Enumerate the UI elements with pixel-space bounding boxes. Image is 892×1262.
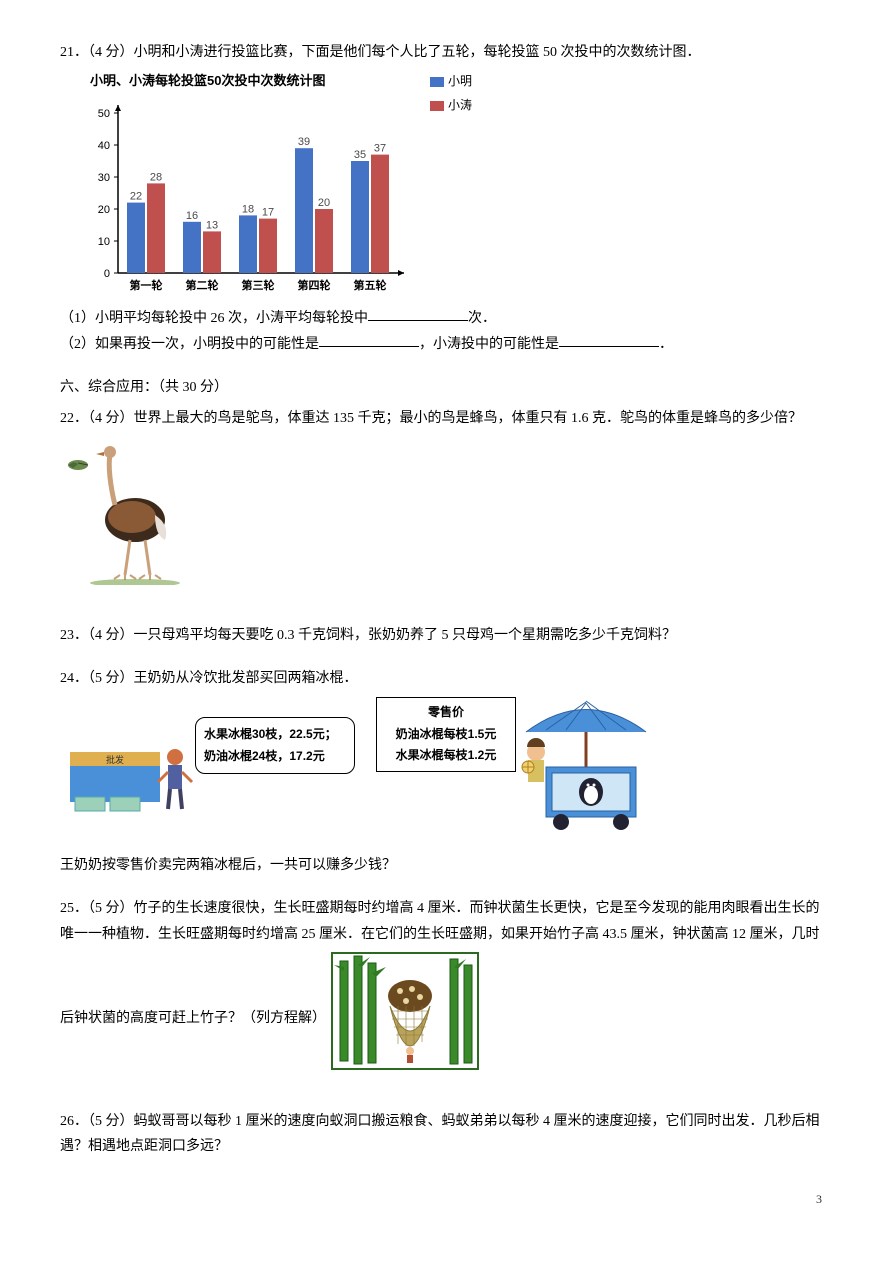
svg-text:17: 17 <box>262 206 274 218</box>
svg-text:37: 37 <box>374 142 386 154</box>
speech-line-1: 奶油冰棍24枝，17.2元 <box>204 746 346 768</box>
question-23: 23．（4 分）一只母鸡平均每天要吃 0.3 千克饲料，张奶奶养了 5 只母鸡一… <box>60 623 832 648</box>
svg-text:18: 18 <box>242 203 254 215</box>
q21-sub1-a: （1）小明平均每轮投中 26 次，小涛平均每轮投中 <box>60 310 368 325</box>
svg-text:第二轮: 第二轮 <box>186 278 219 292</box>
svg-text:13: 13 <box>206 219 218 231</box>
q26-stem: 蚂蚁哥哥以每秒 1 厘米的速度向蚁洞口搬运粮食、蚂蚁弟弟以每秒 4 厘米的速度迎… <box>60 1114 820 1154</box>
svg-text:批发: 批发 <box>106 754 124 765</box>
wholesale-price-bubble: 水果冰棍30枝，22.5元； 奶油冰棍24枝，17.2元 <box>195 717 355 774</box>
q21-sub2-c: ． <box>659 336 673 351</box>
price-line-0: 奶油冰棍每枝1.5元 <box>383 724 509 746</box>
q24-stem: 王奶奶从冷饮批发部买回两箱冰棍． <box>134 671 358 686</box>
wholesale-stall-illustration: 批发 水果冰棍30枝，22.5元； 奶油冰棍24枝，17.2元 <box>60 697 350 817</box>
q25-prefix: 25．（5 分） <box>60 901 134 916</box>
svg-text:10: 10 <box>98 236 110 248</box>
q21-sub2-b: ，小涛投中的可能性是 <box>419 336 559 351</box>
q22-stem: 世界上最大的鸟是鸵鸟，体重达 135 千克；最小的鸟是蜂鸟，体重只有 1.6 克… <box>134 411 803 426</box>
legend-label-0: 小明 <box>448 74 472 88</box>
svg-text:0: 0 <box>104 268 110 280</box>
q26-prefix: 26．（5 分） <box>60 1114 134 1129</box>
svg-text:30: 30 <box>98 172 110 184</box>
ostrich-illustration <box>60 435 190 585</box>
svg-text:20: 20 <box>318 197 330 209</box>
q21-stem: 小明和小涛进行投篮比赛，下面是他们每个人比了五轮，每轮投篮 50 次投中的次数统… <box>134 45 701 60</box>
blank[interactable] <box>319 331 419 348</box>
q21-chart: 小明、小涛每轮投篮50次投中次数统计图 0 10 20 30 40 50 22 28 第一轮 16… <box>80 69 832 296</box>
legend-label-1: 小涛 <box>448 98 472 112</box>
q24-tail: 王奶奶按零售价卖完两箱冰棍后，一共可以赚多少钱？ <box>60 853 832 878</box>
q21-sub2-a: （2）如果再投一次，小明投中的可能性是 <box>60 336 319 351</box>
q24-prefix: 24．（5 分） <box>60 671 134 686</box>
svg-text:39: 39 <box>298 136 310 148</box>
retail-price-card: 零售价 奶油冰棍每枝1.5元 水果冰棍每枝1.2元 <box>376 697 516 772</box>
q21-sub2: （2）如果再投一次，小明投中的可能性是 ，小涛投中的可能性是 ． <box>60 331 832 357</box>
blank[interactable] <box>559 331 659 348</box>
svg-text:50: 50 <box>98 108 110 120</box>
question-21: 21．（4 分）小明和小涛进行投篮比赛，下面是他们每个人比了五轮，每轮投篮 50… <box>60 40 832 357</box>
svg-text:第五轮: 第五轮 <box>354 278 387 292</box>
svg-text:22: 22 <box>130 190 142 202</box>
question-24: 24．（5 分）王奶奶从冷饮批发部买回两箱冰棍． 批发 水果冰棍30枝，22.5… <box>60 666 832 878</box>
svg-text:16: 16 <box>186 209 198 221</box>
svg-text:第四轮: 第四轮 <box>298 278 331 292</box>
q22-prefix: 22．（4 分） <box>60 411 134 426</box>
q21-prefix: 21．（4 分） <box>60 45 134 60</box>
retail-cart-illustration: 零售价 奶油冰棍每枝1.5元 水果冰棍每枝1.2元 <box>356 697 656 837</box>
section-6-heading: 六、综合应用：（共 30 分） <box>60 375 832 400</box>
question-25: 25．（5 分）竹子的生长速度很快，生长旺盛期每时约增高 4 厘米．而钟状菌生长… <box>60 896 832 1090</box>
question-22: 22．（4 分）世界上最大的鸟是鸵鸟，体重达 135 千克；最小的鸟是蜂鸟，体重… <box>60 406 832 605</box>
speech-line-0: 水果冰棍30枝，22.5元； <box>204 724 346 746</box>
svg-text:28: 28 <box>150 171 162 183</box>
q23-prefix: 23．（4 分） <box>60 628 134 643</box>
legend-item-1: 小涛 <box>430 95 472 117</box>
question-26: 26．（5 分）蚂蚁哥哥以每秒 1 厘米的速度向蚁洞口搬运粮食、蚂蚁弟弟以每秒 … <box>60 1109 832 1159</box>
bamboo-mushroom-illustration <box>330 951 480 1071</box>
blank[interactable] <box>368 305 468 322</box>
price-title: 零售价 <box>383 702 509 724</box>
q21-sub1: （1）小明平均每轮投中 26 次，小涛平均每轮投中 次． <box>60 305 832 331</box>
svg-text:第一轮: 第一轮 <box>130 278 163 292</box>
page-number: 3 <box>60 1189 832 1211</box>
price-line-1: 水果冰棍每枝1.2元 <box>383 745 509 767</box>
svg-text:40: 40 <box>98 140 110 152</box>
svg-text:第三轮: 第三轮 <box>242 278 275 292</box>
q24-figure-row: 批发 水果冰棍30枝，22.5元； 奶油冰棍24枝，17.2元 零售价 奶油冰棍… <box>60 697 832 837</box>
chart-legend: 小明 小涛 <box>430 71 472 118</box>
q23-stem: 一只母鸡平均每天要吃 0.3 千克饲料，张奶奶养了 5 只母鸡一个星期需吃多少千… <box>134 628 677 643</box>
bar-chart-svg: 0 10 20 30 40 50 22 28 第一轮 16 13 第二轮 18 17 第三轮 39 20 第四轮 3… <box>80 97 420 297</box>
legend-item-0: 小明 <box>430 71 472 93</box>
q21-sub1-b: 次． <box>468 310 496 325</box>
chart-title: 小明、小涛每轮投篮50次投中次数统计图 <box>80 69 420 92</box>
legend-swatch-0 <box>430 77 444 87</box>
svg-text:20: 20 <box>98 204 110 216</box>
svg-text:35: 35 <box>354 149 366 161</box>
legend-swatch-1 <box>430 101 444 111</box>
